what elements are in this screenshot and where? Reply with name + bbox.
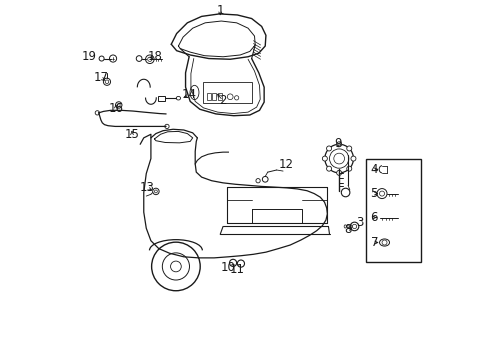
Text: 16: 16 [108, 102, 123, 115]
Circle shape [350, 156, 355, 161]
Text: 7: 7 [370, 236, 377, 249]
Circle shape [151, 242, 200, 291]
Text: 9: 9 [334, 137, 341, 150]
Text: 19: 19 [81, 50, 97, 63]
Text: 1: 1 [216, 4, 224, 17]
Circle shape [346, 146, 351, 151]
Bar [365, 158, 421, 262]
Text: 14: 14 [181, 89, 196, 102]
Circle shape [336, 142, 341, 147]
Text: 6: 6 [370, 211, 377, 224]
Text: 15: 15 [124, 128, 139, 141]
Bar [158, 96, 165, 101]
Text: 2: 2 [219, 94, 226, 107]
Text: 13: 13 [140, 181, 155, 194]
Text: 3: 3 [355, 216, 363, 229]
Text: 5: 5 [370, 187, 377, 200]
Text: 17: 17 [93, 71, 108, 84]
Bar [206, 93, 210, 100]
Circle shape [326, 146, 331, 151]
Circle shape [326, 166, 331, 171]
Polygon shape [171, 14, 265, 59]
Text: 18: 18 [147, 50, 163, 63]
Text: 11: 11 [229, 263, 244, 276]
Bar [212, 93, 216, 100]
Circle shape [346, 166, 351, 171]
Text: 12: 12 [279, 158, 294, 171]
Bar [218, 93, 221, 100]
Text: 10: 10 [221, 261, 235, 274]
Polygon shape [154, 131, 192, 143]
Text: 4: 4 [370, 163, 377, 176]
Circle shape [322, 156, 326, 161]
Text: 8: 8 [344, 223, 351, 236]
Bar [203, 82, 251, 103]
Circle shape [336, 170, 341, 175]
